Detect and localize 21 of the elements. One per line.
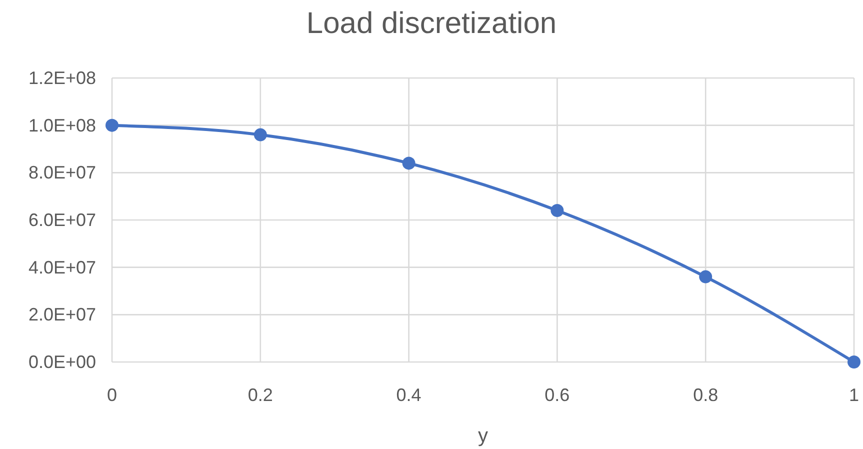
- point: [254, 128, 267, 142]
- x-tick-label: 0.8: [693, 385, 718, 405]
- x-tick-label: 1: [848, 385, 860, 405]
- point: [699, 270, 712, 284]
- point: [550, 204, 564, 218]
- y-tick-label: 0.0E+00: [28, 352, 96, 372]
- y-tick-label: 8.0E+07: [28, 162, 96, 183]
- y-tick-label: 1.2E+08: [28, 68, 96, 88]
- x-axis-title: y: [478, 425, 488, 447]
- y-tick-label: 6.0E+07: [28, 210, 96, 230]
- x-tick-label: 0: [106, 385, 118, 405]
- chart-title: Load discretization: [306, 7, 557, 40]
- point: [402, 156, 416, 170]
- y-tick-label: 1.0E+08: [28, 115, 96, 136]
- point: [848, 356, 860, 368]
- x-tick-label: 0.4: [396, 385, 422, 405]
- y-tick-label: 2.0E+07: [28, 304, 96, 325]
- x-tick-label: 0.2: [248, 385, 273, 405]
- point: [106, 118, 118, 132]
- y-tick-label: 4.0E+07: [28, 257, 96, 278]
- x-tick-label: 0.6: [544, 385, 570, 405]
